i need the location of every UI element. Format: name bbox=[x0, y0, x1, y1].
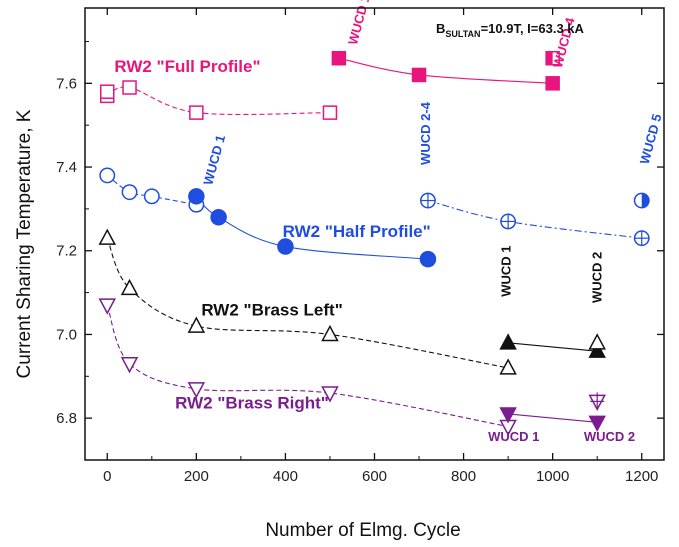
series-line bbox=[508, 413, 598, 423]
data-point bbox=[98, 228, 117, 245]
plot-frame bbox=[84, 7, 665, 461]
data-point bbox=[499, 407, 517, 424]
wucd-annotation: WUCD 2 bbox=[584, 429, 635, 444]
data-point bbox=[187, 316, 206, 333]
x-tick-label: 0 bbox=[103, 468, 111, 485]
data-point bbox=[122, 80, 137, 95]
series-label: RW2 "Full Profile" bbox=[114, 57, 260, 76]
series-0 bbox=[100, 50, 560, 120]
data-point bbox=[120, 278, 139, 296]
data-point bbox=[188, 188, 205, 205]
y-tick-label: 7.2 bbox=[56, 243, 77, 260]
data-point bbox=[322, 105, 338, 120]
data-point bbox=[419, 192, 436, 209]
x-tick-label: 800 bbox=[451, 468, 476, 485]
data-point bbox=[588, 392, 606, 411]
wucd-annotation: WUCD 1 bbox=[488, 429, 539, 444]
data-point bbox=[588, 333, 606, 350]
data-point bbox=[98, 298, 117, 315]
data-point bbox=[321, 324, 339, 342]
wucd-annotation: WUCD 2 bbox=[590, 252, 605, 303]
x-tick-label: 200 bbox=[184, 468, 209, 485]
series-line bbox=[106, 174, 197, 206]
series-line bbox=[338, 57, 553, 84]
series-line bbox=[508, 342, 598, 352]
wucd-annotation: WUCD 1 bbox=[200, 133, 228, 186]
x-tick-label: 400 bbox=[273, 468, 298, 485]
data-point bbox=[588, 415, 606, 432]
series-line bbox=[427, 199, 642, 239]
series-label: RW2 "Brass Left" bbox=[201, 301, 342, 320]
x-axis-title: Number of Elmg. Cycle bbox=[265, 520, 460, 541]
y-tick-label: 6.8 bbox=[56, 410, 77, 427]
data-point bbox=[633, 192, 650, 209]
x-tick-label: 600 bbox=[362, 468, 387, 485]
series-label: RW2 "Brass Right" bbox=[175, 394, 329, 413]
data-point bbox=[189, 105, 204, 120]
y-tick-label: 7.6 bbox=[56, 75, 77, 92]
data-point bbox=[499, 358, 517, 375]
data-point bbox=[588, 341, 606, 358]
series-3 bbox=[98, 298, 606, 437]
tick-layer: 0 200 400 600 800 1000 1200 6.8 7.0 7.2 7.4 7.6 bbox=[56, 8, 664, 485]
series-label: RW2 "Half Profile" bbox=[283, 222, 431, 241]
data-point bbox=[545, 50, 560, 66]
data-point bbox=[411, 67, 427, 83]
data-point bbox=[419, 250, 437, 268]
series-line bbox=[106, 304, 509, 428]
data-point bbox=[100, 84, 115, 99]
data-point bbox=[210, 209, 227, 226]
series-layer bbox=[98, 50, 650, 437]
data-point bbox=[143, 188, 160, 205]
data-point bbox=[187, 382, 206, 399]
data-point bbox=[277, 238, 294, 255]
series-2 bbox=[98, 228, 606, 375]
wucd-annotation: WUCD 5 bbox=[637, 112, 665, 165]
x-tick-label: 1000 bbox=[536, 468, 569, 485]
annotation-layer: RW2 "Full Profile" RW2 "Half Profile" RW2 … bbox=[114, 0, 664, 444]
data-point bbox=[321, 386, 339, 403]
y-tick-label: 7.4 bbox=[56, 159, 77, 176]
data-point bbox=[499, 333, 517, 350]
data-point bbox=[120, 356, 139, 374]
wucd-annotation: WUCD 1-3 bbox=[345, 0, 376, 46]
series-1 bbox=[99, 167, 650, 268]
wucd-annotation: WUCD 1 bbox=[498, 245, 513, 296]
x-tick-label: 1200 bbox=[625, 468, 658, 485]
y-axis-title: Current Sharing Temperature, K bbox=[14, 109, 35, 378]
series-line bbox=[195, 195, 428, 260]
data-point bbox=[99, 167, 116, 184]
y-tick-label: 7.0 bbox=[56, 326, 77, 343]
data-point bbox=[500, 213, 517, 230]
data-point bbox=[331, 50, 347, 66]
series-line bbox=[106, 86, 330, 116]
condition-text: BSULTAN=10.9T, I=63.3 kA bbox=[436, 21, 585, 39]
data-point bbox=[121, 184, 138, 201]
data-point bbox=[545, 76, 560, 91]
data-point bbox=[633, 230, 650, 247]
wucd-annotation: WUCD 2-4 bbox=[418, 101, 433, 165]
